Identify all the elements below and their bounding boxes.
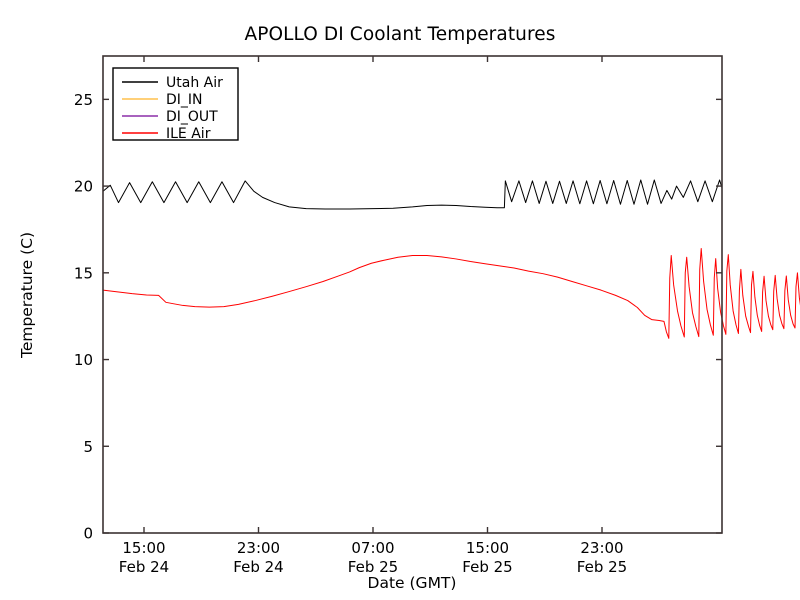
x-tick-label-date: Feb 25	[462, 558, 512, 576]
y-tick-label: 25	[74, 91, 93, 109]
y-axis-label: Temperature (C)	[18, 232, 36, 359]
x-tick-label-date: Feb 24	[119, 558, 169, 576]
legend-label-ile-air: ILE Air	[166, 126, 211, 142]
y-tick-group: 0 5 10 15 20 25	[74, 91, 722, 543]
y-tick-label: 0	[83, 525, 93, 543]
x-tick-label-time: 23:00	[237, 539, 280, 557]
x-tick-label-time: 23:00	[580, 539, 623, 557]
series-line-ile-air	[102, 248, 800, 339]
x-tick-label-date: Feb 24	[233, 558, 283, 576]
legend-box	[112, 67, 239, 141]
legend-label-di-in: DI_IN	[166, 92, 203, 108]
series-line-utah-air	[102, 179, 723, 210]
data-series-group	[102, 179, 800, 339]
x-axis-label: Date (GMT)	[368, 574, 457, 592]
legend-label-utah-air: Utah Air	[166, 75, 223, 91]
x-tick-label-date: Feb 25	[348, 558, 398, 576]
x-tick-label-time: 07:00	[351, 539, 394, 557]
y-tick-label: 15	[74, 264, 93, 282]
y-tick-label: 20	[74, 178, 93, 196]
x-tick-label-time: 15:00	[122, 539, 165, 557]
axes-frame	[102, 55, 723, 534]
y-tick-label: 10	[74, 351, 93, 369]
x-tick-label-date: Feb 25	[577, 558, 627, 576]
x-tick-label-time: 15:00	[466, 539, 509, 557]
y-tick-label: 5	[83, 438, 93, 456]
legend-label-di-out: DI_OUT	[166, 109, 218, 125]
page-title: APOLLO DI Coolant Temperatures	[244, 24, 556, 45]
